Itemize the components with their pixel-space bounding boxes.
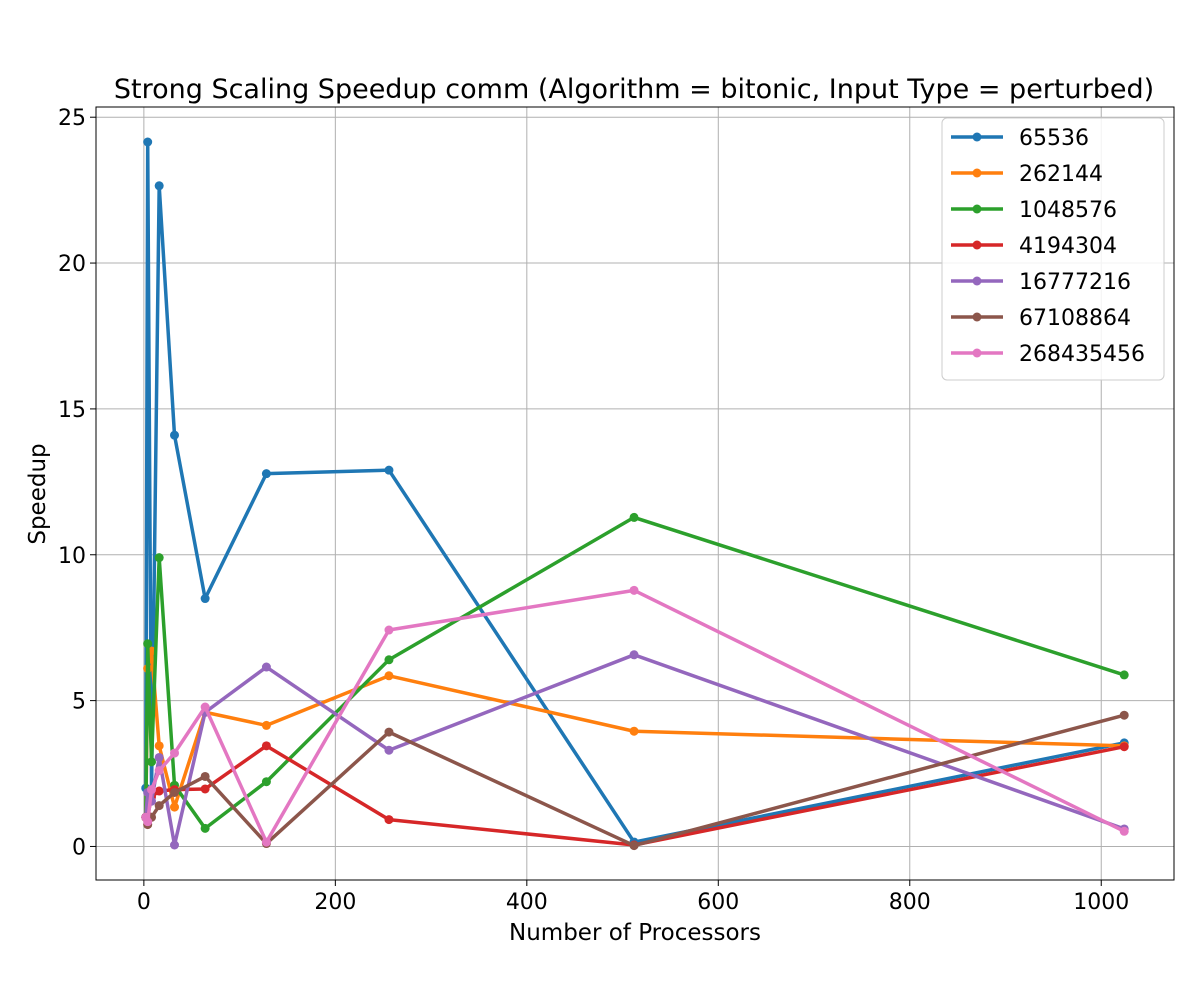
x-tick-label: 200	[314, 890, 356, 915]
data-point	[261, 720, 271, 730]
series-line	[144, 515, 1126, 831]
data-point	[200, 823, 210, 833]
data-point	[147, 757, 157, 767]
data-point	[143, 137, 153, 147]
data-point	[147, 785, 157, 795]
data-point	[200, 771, 210, 781]
x-axis-label: Number of Processors	[509, 920, 761, 946]
legend-item: 4194304	[951, 234, 1117, 259]
data-point	[154, 786, 164, 796]
data-point	[261, 837, 271, 847]
legend-item: 67108864	[951, 306, 1131, 331]
plot-frame	[95, 106, 1175, 881]
legend-marker	[972, 132, 982, 142]
data-point	[629, 585, 639, 595]
data-point	[384, 655, 394, 665]
series-1048576	[141, 512, 1129, 833]
legend-marker	[972, 348, 982, 358]
y-tick-label: 10	[58, 544, 86, 569]
data-point	[384, 465, 394, 475]
data-point	[170, 787, 180, 797]
plot-series	[141, 137, 1129, 851]
y-tick-label: 25	[58, 106, 86, 131]
data-point	[384, 815, 394, 825]
y-tick-label: 20	[58, 252, 86, 277]
data-point	[261, 777, 271, 787]
legend-item: 268435456	[951, 342, 1145, 367]
data-point	[154, 741, 164, 751]
data-point	[1119, 710, 1129, 720]
legend: 65536 262144 1048576 4194304 16777216 6710886…	[941, 117, 1165, 381]
data-point	[143, 817, 153, 827]
legend-label: 262144	[1019, 162, 1103, 187]
legend-label: 4194304	[1019, 234, 1117, 259]
legend-label: 1048576	[1019, 198, 1117, 223]
data-point	[384, 745, 394, 755]
legend-marker	[972, 168, 982, 178]
data-point	[261, 662, 271, 672]
legend-label: 67108864	[1019, 306, 1131, 331]
legend-item: 1048576	[951, 198, 1117, 223]
legend-marker	[972, 312, 982, 322]
data-point	[629, 512, 639, 522]
data-point	[170, 840, 180, 850]
data-point	[261, 469, 271, 479]
data-point	[154, 553, 164, 563]
data-point	[170, 748, 180, 758]
data-point	[154, 181, 164, 191]
data-point	[154, 801, 164, 811]
axis-ticks: 0 200 400 600 800 1000 0 5 10 15 20 25	[58, 106, 1129, 915]
data-point	[170, 430, 180, 440]
x-tick-label: 0	[137, 890, 151, 915]
data-point	[200, 784, 210, 794]
data-point	[154, 752, 164, 762]
y-tick-label: 5	[72, 690, 86, 715]
legend-label: 268435456	[1019, 342, 1145, 367]
data-point	[384, 625, 394, 635]
legend-marker	[972, 276, 982, 286]
data-point	[629, 650, 639, 660]
y-axis-label: Speedup	[25, 443, 51, 544]
data-point	[1119, 670, 1129, 680]
x-tick-label: 600	[697, 890, 739, 915]
x-tick-label: 1000	[1073, 890, 1129, 915]
data-point	[1119, 742, 1129, 752]
legend-marker	[972, 204, 982, 214]
data-point	[154, 766, 164, 776]
data-point	[384, 727, 394, 737]
chart-title: Strong Scaling Speedup comm (Algorithm =…	[114, 74, 1154, 105]
data-point	[143, 639, 153, 649]
data-point	[629, 841, 639, 851]
legend-label: 65536	[1019, 126, 1089, 151]
x-tick-label: 400	[506, 890, 548, 915]
data-point	[384, 671, 394, 681]
data-point	[1119, 826, 1129, 836]
data-point	[200, 702, 210, 712]
data-point	[261, 741, 271, 751]
legend-item: 262144	[951, 162, 1103, 187]
data-point	[170, 802, 180, 812]
series-268435456	[141, 585, 1129, 847]
series-line	[144, 588, 1126, 844]
legend-marker	[972, 240, 982, 250]
x-tick-label: 800	[889, 890, 931, 915]
y-tick-label: 15	[58, 398, 86, 423]
data-point	[200, 594, 210, 604]
legend-box	[941, 117, 1165, 381]
y-tick-label: 0	[72, 835, 86, 860]
legend-item: 16777216	[951, 270, 1131, 295]
data-point	[629, 726, 639, 736]
series-line	[144, 140, 1126, 844]
legend-item: 65536	[951, 126, 1089, 151]
legend-label: 16777216	[1019, 270, 1131, 295]
